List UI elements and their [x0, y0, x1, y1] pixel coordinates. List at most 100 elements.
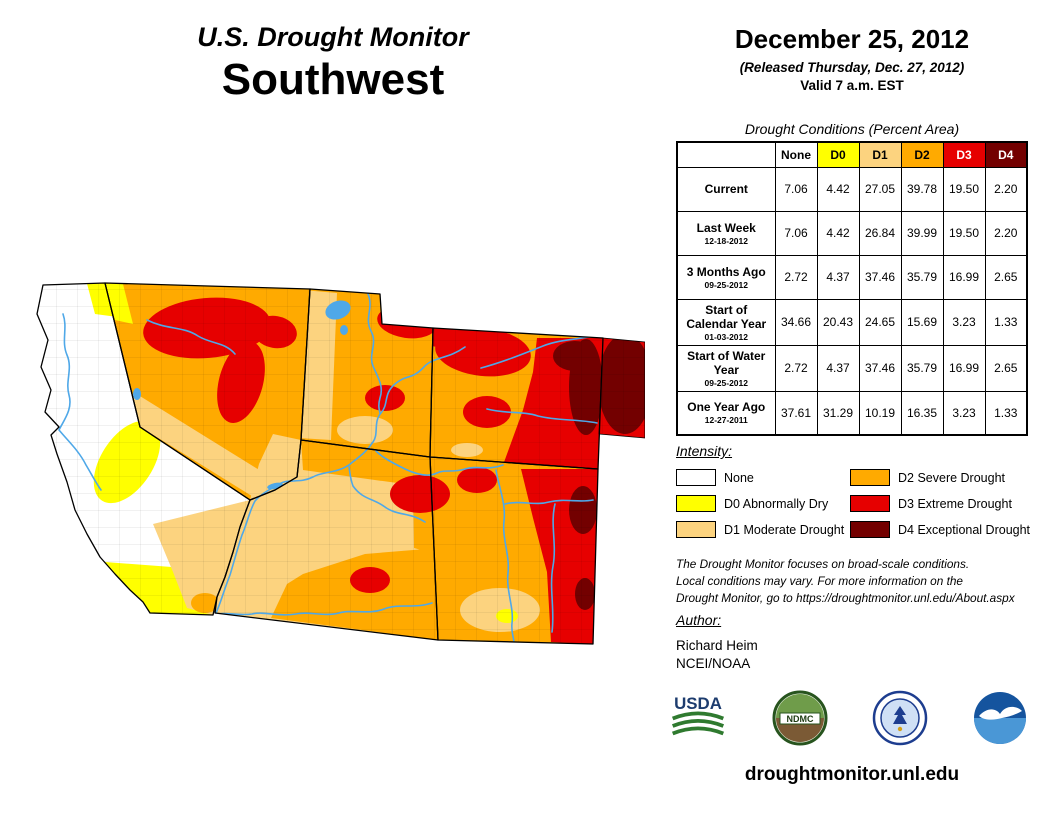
- table-cell: 3.23: [942, 390, 986, 436]
- table-cell: 20.43: [816, 298, 860, 346]
- drought-map: [35, 272, 646, 662]
- table-row: Start of Calendar Year 01-03-2012 34.66 …: [676, 298, 1028, 346]
- table-cell: 39.99: [900, 210, 944, 256]
- row-date: 01-03-2012: [704, 331, 748, 342]
- legend-title: Intensity:: [676, 443, 733, 459]
- table-cell: 7.06: [774, 210, 818, 256]
- table-cell: 27.05: [858, 166, 902, 212]
- footer-url: droughtmonitor.unl.edu: [744, 764, 960, 785]
- state-borders: [36, 282, 646, 645]
- legend-label: D3 Extreme Drought: [898, 496, 1012, 511]
- table-cell: 16.99: [942, 254, 986, 300]
- row-header-3-months-ago: 3 Months Ago 09-25-2012: [676, 254, 776, 300]
- legend-label: D2 Severe Drought: [898, 470, 1006, 485]
- table-row: 3 Months Ago 09-25-2012 2.72 4.37 37.46 …: [676, 254, 1028, 300]
- ndmc-logo-text: NDMC: [787, 714, 814, 724]
- row-label: One Year Ago: [687, 400, 766, 415]
- legend-label: D4 Exceptional Drought: [898, 522, 1031, 537]
- table-cell: 2.20: [984, 210, 1028, 256]
- table-cell: 4.37: [816, 254, 860, 300]
- legend-swatch-d3: [850, 495, 890, 512]
- legend-item-d1: D1 Moderate Drought: [676, 521, 850, 538]
- row-header-start-water-year: Start of Water Year 09-25-2012: [676, 344, 776, 392]
- usda-logo-svg: USDA: [671, 694, 725, 735]
- row-header-current: Current: [676, 166, 776, 212]
- disclaimer-line: The Drought Monitor focuses on broad-sca…: [676, 557, 970, 571]
- disclaimer-line: Drought Monitor, go to https://droughtmo…: [676, 590, 1015, 605]
- intensity-legend: Intensity: None D0 Abnormally Dry D1 Mod…: [676, 443, 1048, 538]
- col-header-d4: D4: [984, 141, 1028, 168]
- table-cell: 24.65: [858, 298, 902, 346]
- table-corner-cell: [676, 141, 776, 168]
- region-title: Southwest: [221, 55, 445, 104]
- legend-item-d2: D2 Severe Drought: [850, 469, 1030, 486]
- table-cell: 2.65: [984, 344, 1028, 392]
- table-cell: 35.79: [900, 344, 944, 392]
- table-row: Current 7.06 4.42 27.05 39.78 19.50 2.20: [676, 166, 1028, 212]
- drought-conditions-table: None D0 D1 D2 D3 D4 Current 7.06 4.42 27…: [676, 141, 1028, 436]
- release-date: (Released Thursday, Dec. 27, 2012): [739, 60, 965, 75]
- table-cell: 3.23: [942, 298, 986, 346]
- row-label: 3 Months Ago: [686, 264, 766, 279]
- table-cell: 35.79: [900, 254, 944, 300]
- rivers: [58, 293, 602, 644]
- table-header-row: None D0 D1 D2 D3 D4: [676, 141, 1028, 168]
- table-cell: 7.06: [774, 166, 818, 212]
- row-date: 12-27-2011: [704, 415, 748, 426]
- table-cell: 26.84: [858, 210, 902, 256]
- table-cell: 2.65: [984, 254, 1028, 300]
- table-cell: 37.46: [858, 254, 902, 300]
- county-lines: [37, 283, 645, 644]
- disclaimer-line: Local conditions may vary. For more info…: [676, 573, 963, 588]
- table-cell: 34.66: [774, 298, 818, 346]
- table-cell: 4.37: [816, 344, 860, 392]
- legend-swatch-d4: [850, 521, 890, 538]
- author-name: Richard Heim: [676, 638, 758, 653]
- row-label: Start of Calendar Year: [686, 302, 767, 331]
- valid-time: Valid 7 a.m. EST: [800, 78, 904, 93]
- ndmc-logo: NDMC: [772, 690, 828, 751]
- table-cell: 1.33: [984, 298, 1028, 346]
- commerce-seal: [872, 690, 928, 751]
- date-block: December 25, 2012 (Released Thursday, De…: [676, 24, 1028, 93]
- legend-swatch-d1: [676, 521, 716, 538]
- map-date: December 25, 2012: [734, 24, 970, 54]
- row-header-last-week: Last Week 12-18-2012: [676, 210, 776, 256]
- table-cell: 10.19: [858, 390, 902, 436]
- row-label: Last Week: [696, 220, 756, 235]
- row-header-start-calendar-year: Start of Calendar Year 01-03-2012: [676, 298, 776, 346]
- row-header-one-year-ago: One Year Ago 12-27-2011: [676, 390, 776, 436]
- agency-logos: USDA NDMC: [668, 690, 1028, 751]
- legend-label: D0 Abnormally Dry: [724, 496, 829, 511]
- table-cell: 31.29: [816, 390, 860, 436]
- table-row: Start of Water Year 09-25-2012 2.72 4.37…: [676, 344, 1028, 392]
- noaa-logo: [972, 690, 1028, 751]
- table-cell: 2.72: [774, 254, 818, 300]
- legend-swatch-none: [676, 469, 716, 486]
- legend-swatch-d0: [676, 495, 716, 512]
- legend-label: D1 Moderate Drought: [724, 522, 845, 537]
- noaa-logo-svg: [974, 692, 1026, 744]
- author-label: Author:: [676, 612, 722, 628]
- table-title: Drought Conditions (Percent Area): [744, 121, 960, 137]
- table-cell: 19.50: [942, 210, 986, 256]
- table-cell: 39.78: [900, 166, 944, 212]
- legend-item-d0: D0 Abnormally Dry: [676, 495, 850, 512]
- col-header-d2: D2: [900, 141, 944, 168]
- legend-label: None: [724, 470, 754, 485]
- southwest-map-svg: [36, 282, 646, 645]
- legend-item-d4: D4 Exceptional Drought: [850, 521, 1030, 538]
- table-cell: 16.35: [900, 390, 944, 436]
- legend-item-none: None: [676, 469, 850, 486]
- usda-logo-text: USDA: [674, 694, 722, 713]
- col-header-d1: D1: [858, 141, 902, 168]
- row-date: 12-18-2012: [704, 235, 748, 246]
- table-cell: 4.42: [816, 210, 860, 256]
- ndmc-logo-svg: NDMC: [772, 690, 828, 746]
- table-cell: 4.42: [816, 166, 860, 212]
- monitor-title: U.S. Drought Monitor: [197, 22, 469, 52]
- legend-swatch-d2: [850, 469, 890, 486]
- author-org: NCEI/NOAA: [676, 656, 751, 671]
- table-cell: 37.61: [774, 390, 818, 436]
- usda-logo: USDA: [668, 693, 728, 749]
